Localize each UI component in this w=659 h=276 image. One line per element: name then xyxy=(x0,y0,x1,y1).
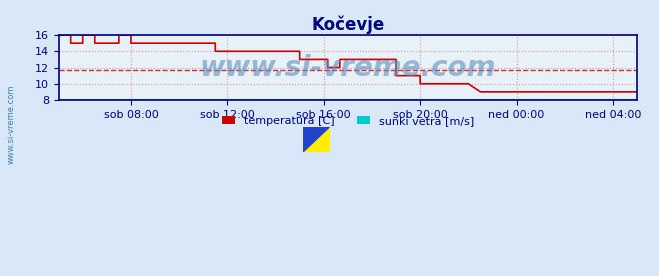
Text: www.si-vreme.com: www.si-vreme.com xyxy=(7,84,16,164)
Text: www.si-vreme.com: www.si-vreme.com xyxy=(200,54,496,81)
Polygon shape xyxy=(303,127,330,152)
Polygon shape xyxy=(303,127,330,152)
Legend: temperatura [C], sunki vetra [m/s]: temperatura [C], sunki vetra [m/s] xyxy=(217,111,478,130)
Title: Kočevje: Kočevje xyxy=(311,15,384,33)
